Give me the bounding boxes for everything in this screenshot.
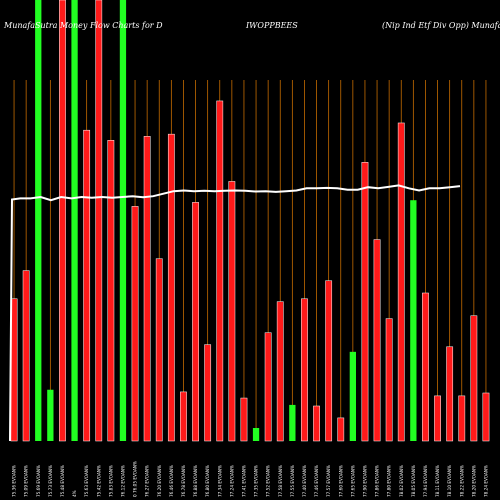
volume-bar-up xyxy=(107,140,115,442)
volume-bar-up xyxy=(192,202,199,442)
volume-bar-up xyxy=(361,162,369,442)
x-tick-label: 75.83 EVOAN% xyxy=(108,465,113,497)
volume-bars xyxy=(10,0,490,442)
volume-bar-up xyxy=(373,239,381,442)
x-tick-label: 4% xyxy=(72,490,77,497)
volume-bar-up xyxy=(131,206,139,442)
volume-bar-down xyxy=(47,389,54,441)
volume-bar-up xyxy=(482,392,490,442)
x-tick-label: 78.20 EVOAN% xyxy=(471,465,476,497)
volume-bar-up xyxy=(301,298,308,442)
volume-bar-up xyxy=(155,258,163,442)
volume-bar-up xyxy=(434,395,441,442)
x-tick-label: 77.58 EVOAN% xyxy=(278,465,283,497)
volume-bar-down xyxy=(119,0,127,441)
volume-bar-down xyxy=(252,428,260,441)
volume-bar-down xyxy=(35,0,42,441)
volume-bar-up xyxy=(385,318,393,442)
x-tick-label: 77.90 EVOAN% xyxy=(362,465,367,497)
volume-bar-up xyxy=(216,100,224,442)
x-tick-label: 76.46 EVOAN% xyxy=(169,465,174,497)
x-tick-label: 75.73 EVOAN% xyxy=(48,465,53,497)
x-tick-labels: 75.36 EVOAN% 75.09 EVOAN% 75.69 EVOAN% 75.7… xyxy=(12,461,489,497)
x-tick-label: 78.02 EVOAN% xyxy=(399,465,404,497)
volume-bar-up xyxy=(83,129,91,442)
x-tick-label: 77.46 EVOAN% xyxy=(314,465,319,497)
x-tick-label: 78.10 EVOAN% xyxy=(447,465,452,497)
x-tick-label: 75.69 EVOAN% xyxy=(36,465,41,497)
volume-bar-up xyxy=(397,122,405,442)
x-tick-label: 78.22 EVOAN% xyxy=(459,465,464,497)
x-tick-label: 76.88 EVOAN% xyxy=(193,465,198,497)
volume-bar-up xyxy=(180,391,187,442)
x-tick-label: 76.78 EVOAN% xyxy=(181,465,186,497)
price-line xyxy=(9,184,461,442)
x-tick-label: 75.09 EVOAN% xyxy=(24,465,29,497)
x-tick-label: 75.42 EVOAN% xyxy=(96,465,101,497)
x-tick-label: 77.60 EVOAN% xyxy=(338,465,343,497)
volume-bar-down xyxy=(289,404,296,441)
volume-bar-up xyxy=(313,405,320,442)
x-tick-label: 78.05 EVOAN% xyxy=(411,465,416,497)
volume-bar-up xyxy=(337,417,345,442)
volume-bar-up xyxy=(228,181,236,442)
x-tick-label: 77.34 EVOAN% xyxy=(217,465,222,497)
chart-title-middle: IWOPPBEES xyxy=(245,21,298,30)
volume-bar-up xyxy=(276,301,284,442)
x-tick-label: 77.55 EVOAN% xyxy=(290,465,295,497)
x-tick-label: 75.63 EVOAN% xyxy=(84,465,89,497)
x-tick-label: 77.41 EVOAN% xyxy=(241,465,246,497)
volume-bar-up xyxy=(446,346,454,442)
volume-bar-down xyxy=(349,351,356,441)
volume-bar-up xyxy=(22,270,30,442)
x-tick-label: 75.36 EVOAN% xyxy=(12,465,17,497)
volume-bar-up xyxy=(59,0,66,442)
x-tick-label: 0 76.05 EVOAN% xyxy=(133,461,138,497)
x-tick-label: 77.80 EVOAN% xyxy=(387,465,392,497)
x-tick-label: 76.80 EVOAN% xyxy=(205,465,210,497)
x-tick-label: 77.65 EVOAN% xyxy=(350,465,355,497)
volume-bar-up xyxy=(95,0,103,442)
x-tick-label: 77.35 EVOAN% xyxy=(254,465,259,497)
x-tick-label: 76.20 EVOAN% xyxy=(157,465,162,497)
volume-bar-up xyxy=(458,395,466,442)
volume-bar-up xyxy=(325,280,333,442)
volume-bar-up xyxy=(240,397,248,442)
x-tick-label: 77.40 EVOAN% xyxy=(302,465,307,497)
x-tick-label: 77.52 EVOAN% xyxy=(266,465,271,497)
x-tick-label: 76.12 EVOAN% xyxy=(120,465,125,497)
volume-bar-down xyxy=(410,200,417,441)
chart-title-left: MunafaSutra Money Flow Charts for D xyxy=(3,21,163,30)
volume-bar-up xyxy=(204,344,212,442)
volume-bar-up xyxy=(143,136,151,442)
x-tick-label: 77.94 EVOAN% xyxy=(423,465,428,497)
volume-bar-up xyxy=(470,315,478,442)
x-tick-label: 76.27 EVOAN% xyxy=(145,465,150,497)
x-tick-label: 77.57 EVOAN% xyxy=(326,465,331,497)
x-tick-label: 77.86 EVOAN% xyxy=(375,465,380,497)
x-tick-label: 77.24 EVOAN% xyxy=(229,465,234,497)
volume-bar-down xyxy=(71,0,78,441)
volume-bar-up xyxy=(167,133,175,442)
volume-bar-up xyxy=(422,292,429,442)
x-tick-label: 78.11 EVOAN% xyxy=(435,465,440,497)
volume-bar-up xyxy=(264,332,272,442)
x-tick-label: 78.24 EVOAN% xyxy=(483,465,488,497)
chart-title-right: (Nip Ind Etf Div Opp) MunafaSutra.com xyxy=(382,21,500,30)
x-tick-label: 75.48 EVOAN% xyxy=(60,465,65,497)
